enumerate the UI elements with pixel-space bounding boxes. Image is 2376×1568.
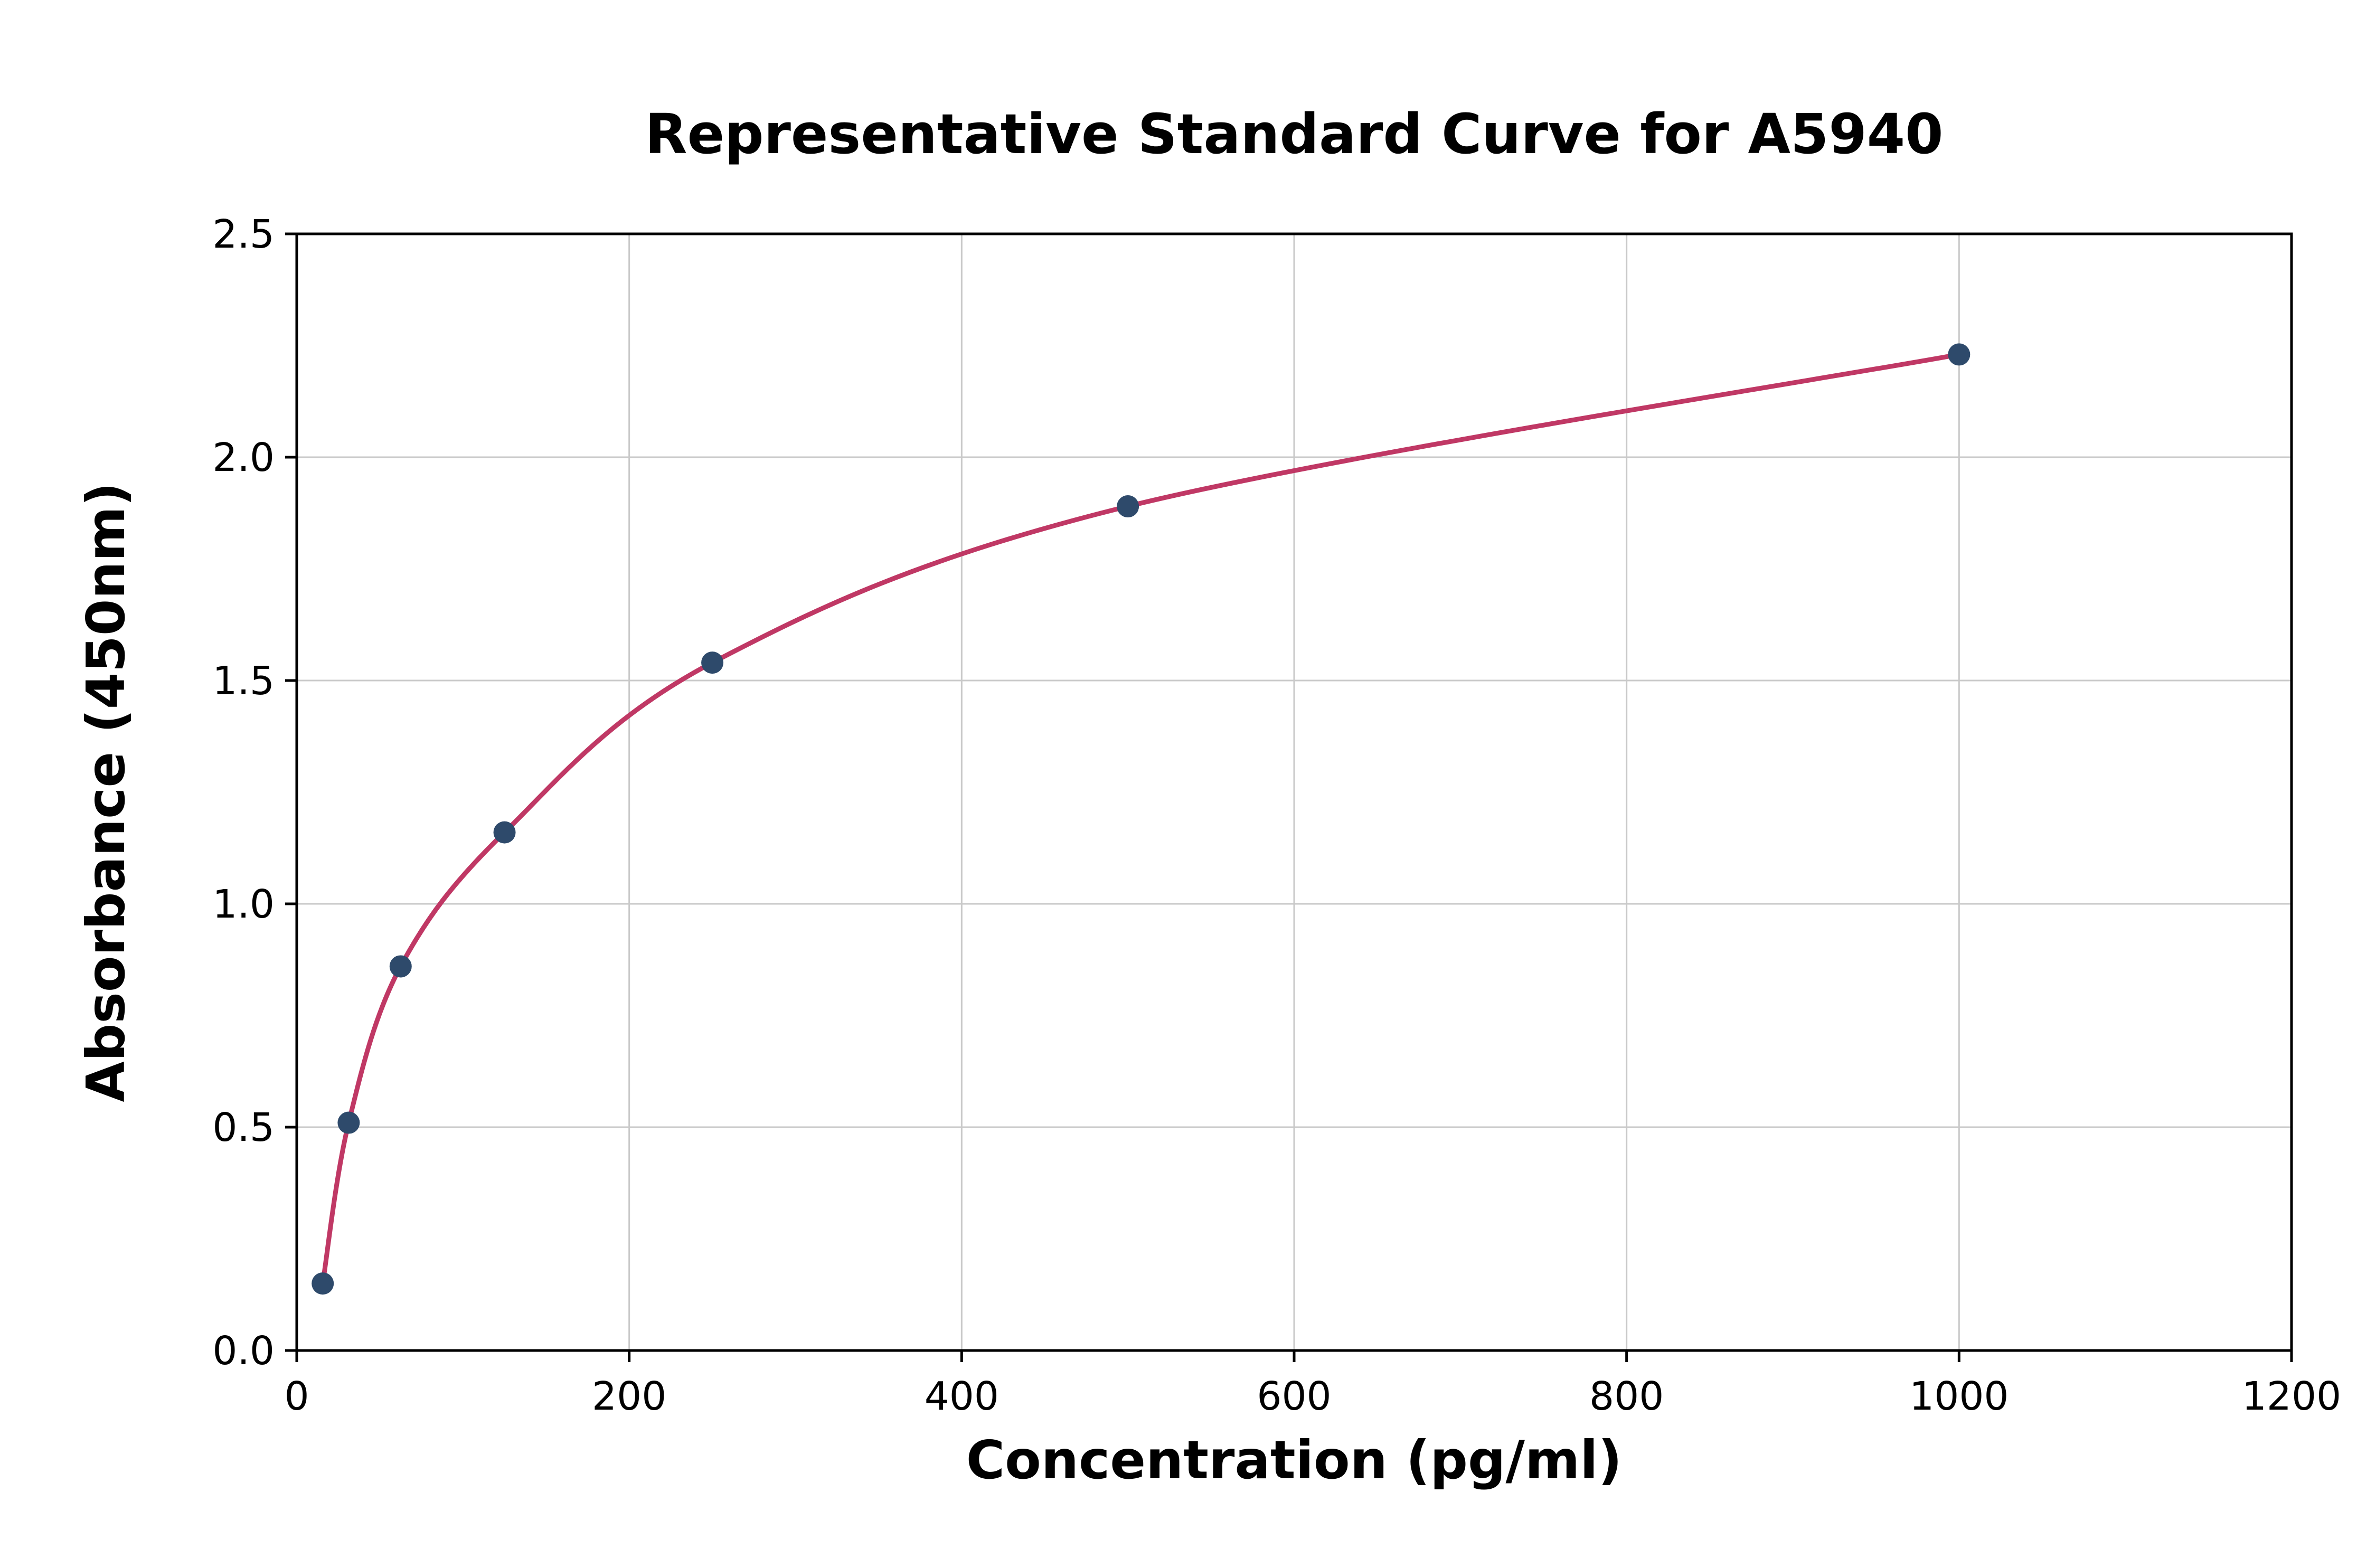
y-tick-label: 0.0	[212, 1328, 275, 1374]
x-axis-label: Concentration (pg/ml)	[966, 1429, 1623, 1491]
x-tick-label: 0	[284, 1374, 309, 1419]
x-tick-label: 600	[1257, 1374, 1331, 1419]
y-tick-label: 0.5	[212, 1105, 275, 1150]
x-tick-label: 800	[1589, 1374, 1664, 1419]
x-tick-label: 400	[925, 1374, 999, 1419]
x-tick-label: 1200	[2242, 1374, 2341, 1419]
y-tick-label: 1.0	[212, 882, 275, 927]
y-tick-label: 1.5	[212, 658, 275, 704]
fitted-curve	[320, 352, 1962, 1286]
x-tick-label: 200	[592, 1374, 666, 1419]
y-tick-label: 2.5	[212, 212, 275, 257]
gridlines	[296, 233, 2293, 1352]
axis-ticks: 0 200 400 600 800 1000 1200 0.0 0.5 1.0 1.5 2.0 2.5	[212, 212, 2341, 1419]
y-tick-label: 2.0	[212, 435, 275, 480]
y-axis-label: Absorbance (450nm)	[75, 482, 137, 1102]
data-points	[312, 343, 1970, 1295]
x-tick-label: 1000	[1909, 1374, 2009, 1419]
chart-title: Representative Standard Curve for A5940	[645, 102, 1944, 166]
